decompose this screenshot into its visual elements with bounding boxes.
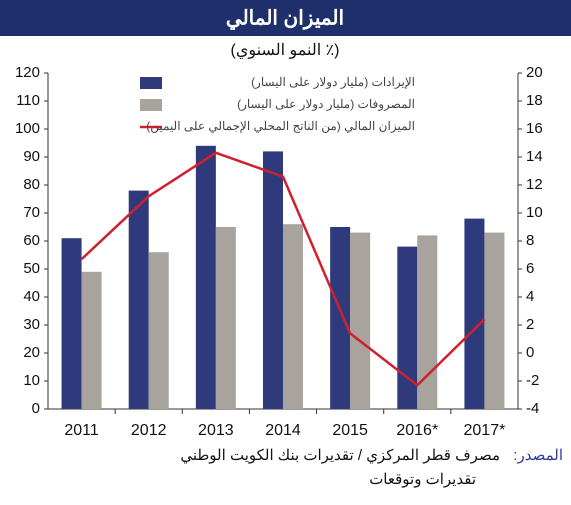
bar <box>484 232 505 409</box>
y2-tick-label: 2 <box>526 316 534 333</box>
y2-tick-label: 0 <box>526 344 534 361</box>
bar <box>330 227 351 409</box>
bar <box>148 252 169 409</box>
legend-label: الميزان المالي (من الناتج المحلي الإجمال… <box>146 119 415 134</box>
y2-tick-label: 8 <box>526 232 534 249</box>
y-tick-label: 30 <box>23 316 40 333</box>
legend-swatch <box>140 77 162 89</box>
bar <box>195 145 216 410</box>
y2-tick-label: 16 <box>526 120 543 137</box>
y2-tick-label: 6 <box>526 260 534 277</box>
bar <box>397 246 418 409</box>
source-label: المصدر: <box>513 447 563 464</box>
bar <box>215 227 236 409</box>
y2-tick-label: 12 <box>526 176 543 193</box>
x-tick-label: 2016* <box>396 422 438 439</box>
y-tick-label: 50 <box>23 260 40 277</box>
y-tick-label: 10 <box>23 372 40 389</box>
title-bar <box>0 0 571 36</box>
y-tick-label: 40 <box>23 288 40 305</box>
y-tick-label: 90 <box>23 148 40 165</box>
x-tick-label: 2011 <box>64 422 99 439</box>
y2-tick-label: 14 <box>526 148 543 165</box>
y-tick-label: 120 <box>15 64 40 81</box>
x-tick-label: 2017* <box>464 422 506 439</box>
bar <box>263 151 283 409</box>
footnote: تقديرات وتوقعات <box>369 471 476 488</box>
legend-swatch <box>140 99 162 111</box>
y-tick-label: 70 <box>23 204 40 221</box>
y2-tick-label: 10 <box>526 204 543 221</box>
bar <box>283 224 303 409</box>
y-tick-label: 110 <box>16 92 40 109</box>
source: مصرف قطر المركزي / تقديرات بنك الكويت ال… <box>180 447 500 464</box>
line <box>80 151 486 387</box>
y-tick-label: 60 <box>23 232 40 249</box>
bar <box>417 235 438 409</box>
legend-label: الإيرادات (مليار دولار على اليسار) <box>251 75 415 90</box>
chart-subtitle: (٪ النمو السنوي) <box>230 42 339 59</box>
y2-tick-label: 4 <box>526 288 534 305</box>
bar <box>464 218 485 409</box>
bar <box>350 232 371 409</box>
bar <box>128 190 149 409</box>
y-tick-label: 100 <box>15 120 40 137</box>
x-tick-label: 2012 <box>131 422 167 439</box>
y2-tick-label: 18 <box>526 92 543 109</box>
y-tick-label: 0 <box>32 400 40 417</box>
chart-title: الميزان المالي <box>226 7 344 30</box>
bar <box>61 238 82 409</box>
y-tick-label: 80 <box>23 176 40 193</box>
y2-tick-label: -4 <box>526 400 539 417</box>
x-tick-label: 2013 <box>198 422 234 439</box>
x-tick-label: 2015 <box>332 422 368 439</box>
y2-tick-label: 20 <box>526 64 543 81</box>
legend-label: المصروفات (مليار دولار على اليسار) <box>237 97 415 111</box>
bar <box>81 271 102 409</box>
x-tick-label: 2014 <box>265 422 301 439</box>
y-tick-label: 20 <box>23 344 40 361</box>
y2-tick-label: -2 <box>526 372 539 389</box>
